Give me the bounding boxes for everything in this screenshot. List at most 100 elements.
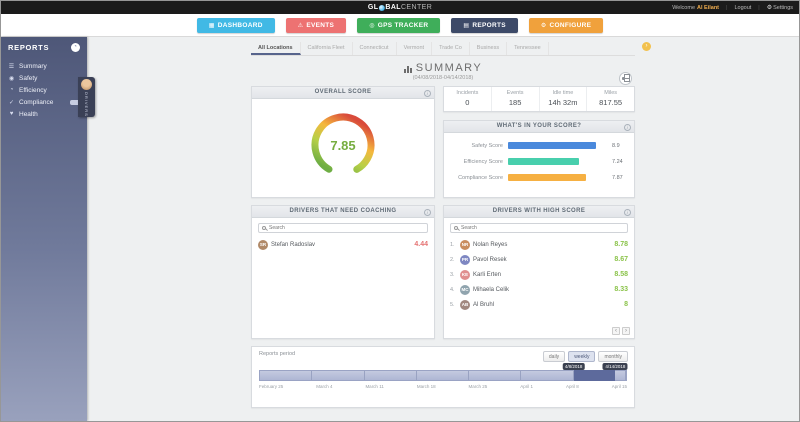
efficiency-icon: ◔ bbox=[9, 87, 14, 93]
driver-score: 8 bbox=[624, 301, 628, 308]
print-button[interactable] bbox=[619, 72, 632, 85]
top-bar: GL BAL CENTER Welcome Al Eilant | Logout | … bbox=[1, 1, 799, 14]
driver-row[interactable]: 5. AB Al Bruhl 8 bbox=[450, 299, 628, 310]
driver-score: 8.78 bbox=[614, 241, 628, 248]
avatar: NR bbox=[460, 239, 470, 250]
main-content: All Locations California Fleet Connectic… bbox=[87, 37, 799, 421]
period-timeline[interactable]: 4/8/2018 4/14/2018 bbox=[259, 363, 628, 381]
drivers-tab-label: DRIVERS bbox=[84, 92, 89, 117]
info-icon[interactable]: i bbox=[424, 89, 431, 97]
high-score-search-input[interactable] bbox=[461, 225, 624, 231]
coaching-driver-row[interactable]: SR Stefan Radoslav 4.44 bbox=[258, 239, 428, 250]
driver-row[interactable]: 2. PR Pavol Resek 8.67 bbox=[450, 254, 628, 265]
range-start-tooltip: 4/8/2018 bbox=[562, 363, 585, 370]
nav-configure-button[interactable]: ⚙ CONFIGURE bbox=[528, 17, 604, 33]
gear-icon: ⚙ bbox=[766, 5, 773, 11]
tab-california-fleet[interactable]: California Fleet bbox=[301, 42, 353, 55]
info-icon[interactable]: i bbox=[624, 123, 631, 131]
gps-pin-icon: ◎ bbox=[369, 22, 375, 29]
report-icon: ▤ bbox=[463, 22, 470, 29]
stat-idle-time: Idle time 14h 32m bbox=[538, 87, 587, 111]
compliance-score-bar bbox=[508, 174, 586, 181]
gauge-arc bbox=[311, 113, 375, 177]
logo-text-right: CENTER bbox=[400, 4, 433, 11]
driver-row[interactable]: 1. NR Nolan Reyes 8.78 bbox=[450, 239, 628, 250]
warning-icon: ⚠ bbox=[297, 22, 304, 29]
page-prev-button[interactable]: ‹ bbox=[612, 327, 620, 335]
coaching-header: DRIVERS THAT NEED COACHING i bbox=[252, 206, 434, 218]
score-bars: Safety Score 8.9 Efficiency Score 7.24 bbox=[444, 133, 634, 181]
shield-icon: ◉ bbox=[8, 75, 15, 82]
tabs-overflow-button[interactable]: › bbox=[642, 42, 651, 51]
page-next-button[interactable]: › bbox=[622, 327, 630, 335]
stat-miles: Miles 817.55 bbox=[586, 87, 634, 111]
welcome-text: Welcome Al Eilant bbox=[672, 4, 720, 11]
driver-score: 8.33 bbox=[614, 286, 628, 293]
driver-score: 8.67 bbox=[614, 256, 628, 263]
printer-icon bbox=[622, 74, 630, 82]
sidebar-item-summary[interactable]: ☰ Summary bbox=[8, 62, 47, 70]
coaching-search bbox=[258, 223, 428, 233]
sidebar-item-efficiency[interactable]: ◔ Efficiency bbox=[9, 86, 47, 94]
coaching-panel: DRIVERS THAT NEED COACHING i SR Stefan R… bbox=[251, 205, 435, 339]
driver-row[interactable]: 3. KE Karli Erten 8.58 bbox=[450, 269, 628, 280]
reports-sidebar: REPORTS ◔ ☰ Summary ◉ Safety ◔ Efficiency ✓… bbox=[1, 37, 95, 421]
coaching-search-input[interactable] bbox=[269, 225, 424, 231]
stats-strip: Incidents 0 Events 185 Idle time 14h 32m bbox=[443, 86, 635, 112]
sidebar-item-safety[interactable]: ◉ Safety bbox=[8, 74, 38, 82]
high-score-search bbox=[450, 223, 628, 233]
nav-events-button[interactable]: ⚠ EVENTS bbox=[285, 17, 347, 33]
compliance-badge bbox=[70, 99, 80, 105]
driver-row[interactable]: 4. MC Mihaela Celik 8.33 bbox=[450, 284, 628, 295]
globe-icon bbox=[378, 4, 385, 11]
tab-tennessee[interactable]: Tennessee bbox=[507, 42, 549, 55]
drivers-slideout-tab[interactable]: DRIVERS bbox=[78, 77, 95, 117]
daily-button[interactable]: daily bbox=[542, 351, 566, 362]
selected-range-handle[interactable] bbox=[573, 370, 616, 381]
high-score-header: DRIVERS WITH HIGH SCORE i bbox=[444, 206, 634, 218]
efficiency-score-row: Efficiency Score 7.24 bbox=[463, 158, 623, 165]
reports-period-panel: Reports period daily weekly monthly 4/8/… bbox=[251, 346, 635, 408]
efficiency-score-bar bbox=[508, 158, 579, 165]
main-nav: ▦ DASHBOARD ⚠ EVENTS ◎ GPS TRACKER ▤ REPORTS… bbox=[1, 14, 799, 37]
score-breakdown-header: WHAT'S IN YOUR SCORE? i bbox=[444, 121, 634, 133]
page-header: SUMMARY (04/08/2018-04/14/2018) bbox=[87, 62, 799, 85]
logout-link[interactable]: Logout bbox=[734, 4, 752, 11]
date-range-subtitle: (04/08/2018-04/14/2018) bbox=[412, 75, 474, 81]
tab-all-locations[interactable]: All Locations bbox=[251, 42, 301, 55]
sidebar-item-compliance[interactable]: ✓ Compliance bbox=[1, 96, 87, 108]
settings-link[interactable]: ⚙Settings bbox=[766, 5, 793, 11]
tab-connecticut[interactable]: Connecticut bbox=[353, 42, 397, 55]
page-title: SUMMARY bbox=[415, 62, 483, 74]
tab-business[interactable]: Business bbox=[470, 42, 508, 55]
safety-score-row: Safety Score 8.9 bbox=[471, 142, 620, 149]
search-icon bbox=[262, 226, 266, 230]
overall-score-header: OVERALL SCORE i bbox=[252, 87, 434, 99]
info-icon[interactable]: i bbox=[424, 208, 431, 216]
nav-gps-tracker-button[interactable]: ◎ GPS TRACKER bbox=[357, 17, 441, 33]
nav-dashboard-button[interactable]: ▦ DASHBOARD bbox=[196, 17, 275, 33]
avatar: AB bbox=[460, 299, 470, 310]
check-icon: ✓ bbox=[8, 99, 15, 106]
info-icon[interactable]: i bbox=[624, 208, 631, 216]
logo-text-mid: BAL bbox=[385, 4, 401, 11]
tab-vermont[interactable]: Vermont bbox=[397, 42, 433, 55]
avatar: SR bbox=[258, 239, 268, 250]
divider: | bbox=[726, 4, 728, 11]
compliance-score-row: Compliance Score 7.87 bbox=[458, 174, 623, 181]
overall-score-panel: OVERALL SCORE i bbox=[251, 86, 435, 198]
score-breakdown-panel: WHAT'S IN YOUR SCORE? i Safety Score 8.9 bbox=[443, 120, 635, 198]
sidebar-item-health[interactable]: ♥ Health bbox=[9, 110, 38, 118]
nav-reports-button[interactable]: ▤ REPORTS bbox=[451, 17, 518, 33]
weekly-button[interactable]: weekly bbox=[568, 351, 596, 362]
heart-icon: ♥ bbox=[9, 111, 14, 117]
configure-gear-icon: ⚙ bbox=[540, 22, 547, 29]
tab-trade-co[interactable]: Trade Co bbox=[432, 42, 470, 55]
logo-text-left: GL bbox=[367, 4, 379, 11]
row-top: OVERALL SCORE i bbox=[251, 86, 635, 198]
avatar: MC bbox=[460, 284, 470, 295]
driver-score: 8.58 bbox=[614, 271, 628, 278]
monthly-button[interactable]: monthly bbox=[598, 351, 628, 362]
row-drivers: DRIVERS THAT NEED COACHING i SR Stefan R… bbox=[251, 205, 635, 339]
high-score-panel: DRIVERS WITH HIGH SCORE i 1. NR Nolan Re… bbox=[443, 205, 635, 339]
